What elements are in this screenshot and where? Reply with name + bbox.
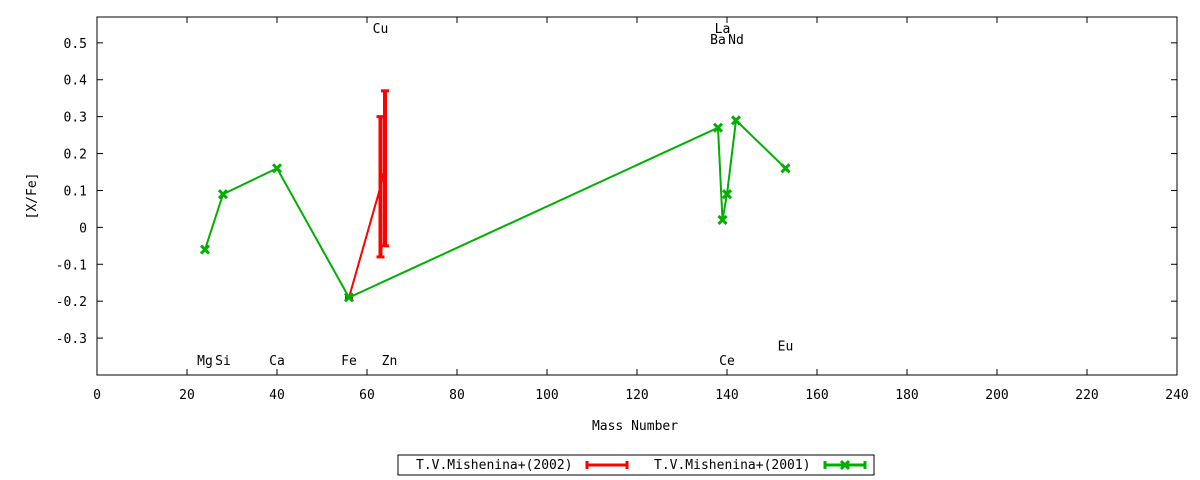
element-label-eu: Eu [778,339,794,354]
legend-label-series-2: T.V.Mishenina+(2001) [654,458,811,473]
element-label-ce: Ce [719,354,735,369]
x-tick-label: 80 [449,388,465,403]
data-point [712,122,724,133]
x-tick-label: 60 [359,388,375,403]
legend: T.V.Mishenina+(2002) T.V.Mishenina+(2001… [397,454,875,476]
data-point [780,163,791,174]
legend-box [397,454,875,476]
x-tick-label: 120 [625,388,648,403]
data-point [271,163,283,174]
y-tick-label: -0.1 [56,258,87,273]
data-point [217,189,229,200]
y-tick-label: 0.1 [64,184,87,199]
y-tick-label: 0.2 [64,148,87,163]
data-point [730,115,742,126]
x-axis-title: Mass Number [592,419,678,434]
element-label-zn: Zn [382,354,398,369]
element-label-nd: Nd [728,33,744,48]
series-2 [199,115,791,303]
element-label-ba: Ba [710,33,726,48]
y-tick-label: 0.3 [64,111,87,126]
element-label-ca: Ca [269,354,285,369]
x-tick-label: 240 [1165,388,1188,403]
y-tick-label: -0.2 [56,295,87,310]
element-label-fe: Fe [341,354,357,369]
x-tick-label: 20 [179,388,195,403]
x-tick-label: 220 [1075,388,1098,403]
legend-label-series-1: T.V.Mishenina+(2002) [416,458,573,473]
data-point [199,244,211,255]
y-axis-title: [X/Fe] [25,173,40,220]
data-point [721,189,733,200]
series-layer [199,89,791,303]
x-tick-label: 140 [715,388,738,403]
x-tick-label: 100 [535,388,558,403]
x-tick-label: 180 [895,388,918,403]
x-tick-label: 200 [985,388,1008,403]
y-axis: -0.3 -0.2 -0.1 0 0.1 0.2 0.3 0.4 0.5 [56,37,1177,347]
series-1 [345,89,389,299]
x-tick-label: 40 [269,388,285,403]
legend-swatch-series-2-marker [839,459,851,471]
element-label-la: La [715,22,731,37]
data-point [343,292,355,303]
plot-frame [96,16,1178,376]
y-tick-label: 0.4 [64,74,88,89]
y-tick-label: 0 [79,221,87,236]
element-label-si: Si [215,354,231,369]
x-axis: 0 20 40 60 80 100 120 140 160 180 200 220 240 [93,17,1189,403]
element-label-mg: Mg [197,354,213,369]
data-point [717,214,728,226]
series-line [204,118,787,299]
element-label-cu: Cu [373,22,389,37]
y-tick-label: -0.3 [56,332,87,347]
x-tick-label: 0 [93,388,101,403]
x-tick-label: 160 [805,388,828,403]
y-tick-label: 0.5 [64,37,87,52]
